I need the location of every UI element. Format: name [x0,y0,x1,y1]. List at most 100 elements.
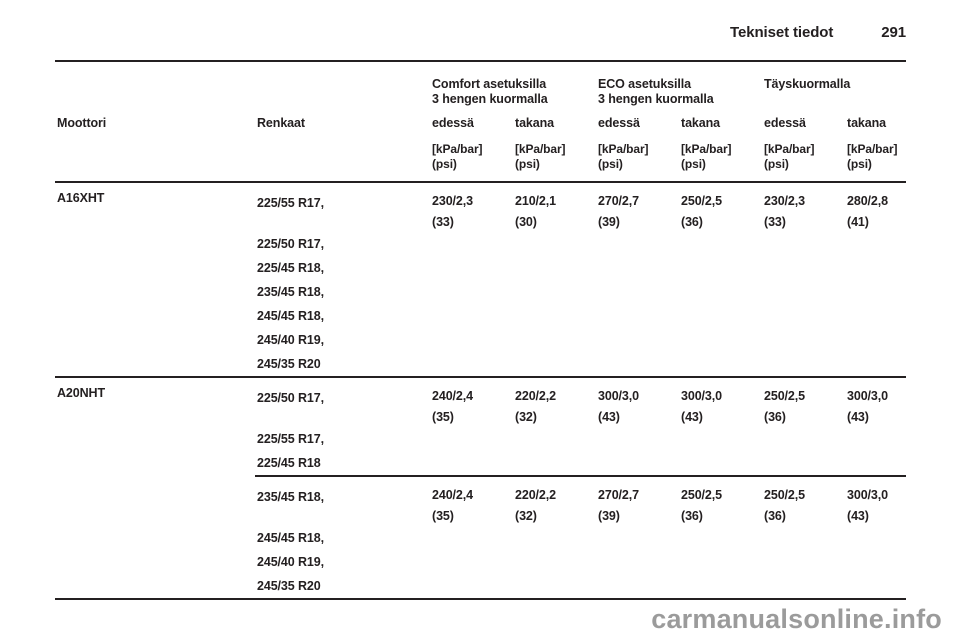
col-header-rear: takana [681,116,721,130]
tire-pressure-table: Comfort asetuksilla 3 hengen kuormalla E… [0,77,960,600]
tire-size: 225/45 R18, [257,261,325,275]
pressure-eco-front: 270/2,7 (39) [598,191,681,233]
psi-line: (36) [681,509,703,523]
units-kpa: [kPa/bar] [681,142,732,156]
kpa-line: 270/2,7 [598,488,640,502]
psi-line: (35) [432,410,454,424]
units-psi: (psi) [432,157,457,171]
kpa-line: 300/3,0 [598,389,640,403]
kpa-line: 250/2,5 [681,488,723,502]
psi-line: (33) [764,215,786,229]
col-header-front: edessä [432,116,474,130]
kpa-line: 230/2,3 [764,194,806,208]
kpa-line: 300/3,0 [847,488,889,502]
pressure-comfort-front: 230/2,3 (33) [432,191,515,233]
pressure-fullload-front: 230/2,3 (33) [764,191,847,233]
tire-size: 225/55 R17, [257,196,325,210]
tires-cell: 235/45 R18, 245/45 R18, 245/40 R19, 245/… [257,485,432,598]
pressure-eco-rear: 250/2,5 (36) [681,485,764,527]
pressure-eco-front: 270/2,7 (39) [598,485,681,527]
tires-cell: 225/50 R17, 225/55 R17, 225/45 R18 [257,386,432,475]
units-kpa: [kPa/bar] [515,142,566,156]
group-eco-line2: 3 hengen kuormalla [598,92,714,106]
psi-line: (32) [515,509,537,523]
psi-line: (36) [764,410,786,424]
kpa-line: 210/2,1 [515,194,557,208]
table-row-a20nht-2: 235/45 R18, 245/45 R18, 245/40 R19, 245/… [57,477,960,598]
table-head-rule [55,181,906,183]
units-cell: [kPa/bar] (psi) [847,142,930,172]
kpa-line: 270/2,7 [598,194,640,208]
pressure-comfort-rear: 220/2,2 (32) [515,386,598,428]
kpa-line: 300/3,0 [847,389,889,403]
tires-cell: 225/55 R17, 225/50 R17, 225/45 R18, 235/… [257,191,432,376]
units-psi: (psi) [847,157,872,171]
units-psi: (psi) [681,157,706,171]
pressure-comfort-rear: 210/2,1 (30) [515,191,598,233]
psi-line: (33) [432,215,454,229]
group-comfort-line2: 3 hengen kuormalla [432,92,548,106]
engine-cell: A20NHT [57,386,106,400]
psi-line: (30) [515,215,537,229]
units-kpa: [kPa/bar] [764,142,815,156]
tire-size: 245/35 R20 [257,579,321,593]
tire-size: 245/45 R18, [257,309,325,323]
row-divider-rule [55,376,906,378]
units-kpa: [kPa/bar] [847,142,898,156]
units-cell: [kPa/bar] (psi) [681,142,764,172]
tire-size: 245/40 R19, [257,333,325,347]
tire-size: 235/45 R18, [257,285,325,299]
table-group-header-row: Comfort asetuksilla 3 hengen kuormalla E… [57,77,960,107]
tire-size: 245/45 R18, [257,531,325,545]
tire-size: 225/50 R17, [257,237,325,251]
kpa-line: 300/3,0 [681,389,723,403]
psi-line: (43) [598,410,620,424]
col-header-tires: Renkaat [257,116,305,130]
kpa-line: 250/2,5 [764,389,806,403]
kpa-line: 220/2,2 [515,389,557,403]
col-header-rear: takana [847,116,887,130]
units-psi: (psi) [515,157,540,171]
pressure-fullload-rear: 300/3,0 (43) [847,386,930,428]
engine-cell: A16XHT [57,191,105,205]
psi-line: (39) [598,215,620,229]
group-fullload-line1: Täyskuormalla [764,77,851,91]
pressure-fullload-front: 250/2,5 (36) [764,485,847,527]
column-group-comfort: Comfort asetuksilla 3 hengen kuormalla [432,77,598,107]
header-rule [55,60,906,62]
units-cell: [kPa/bar] (psi) [515,142,598,172]
table-row-a16xht: A16XHT 225/55 R17, 225/50 R17, 225/45 R1… [57,183,960,376]
pressure-comfort-rear: 220/2,2 (32) [515,485,598,527]
kpa-line: 250/2,5 [764,488,806,502]
kpa-line: 230/2,3 [432,194,474,208]
psi-line: (32) [515,410,537,424]
col-header-front: edessä [598,116,640,130]
subrow-divider-rule [255,475,906,477]
psi-line: (39) [598,509,620,523]
col-header-front: edessä [764,116,806,130]
units-psi: (psi) [598,157,623,171]
col-header-rear: takana [515,116,555,130]
col-header-engine: Moottori [57,116,107,130]
pressure-eco-rear: 250/2,5 (36) [681,191,764,233]
tire-size: 245/40 R19, [257,555,325,569]
pressure-eco-rear: 300/3,0 (43) [681,386,764,428]
units-psi: (psi) [764,157,789,171]
units-cell: [kPa/bar] (psi) [764,142,847,172]
psi-line: (43) [847,410,869,424]
column-group-fullload: Täyskuormalla [764,77,930,92]
kpa-line: 280/2,8 [847,194,889,208]
psi-line: (35) [432,509,454,523]
kpa-line: 240/2,4 [432,389,474,403]
kpa-line: 250/2,5 [681,194,723,208]
units-kpa: [kPa/bar] [598,142,649,156]
units-kpa: [kPa/bar] [432,142,483,156]
table-row-a20nht: A20NHT 225/50 R17, 225/55 R17, 225/45 R1… [57,378,960,475]
pressure-fullload-rear: 300/3,0 (43) [847,485,930,527]
page-number: 291 [881,24,906,41]
units-cell: [kPa/bar] (psi) [432,142,515,172]
pressure-eco-front: 300/3,0 (43) [598,386,681,428]
page-header: Tekniset tiedot 291 [0,0,960,42]
pressure-fullload-rear: 280/2,8 (41) [847,191,930,233]
